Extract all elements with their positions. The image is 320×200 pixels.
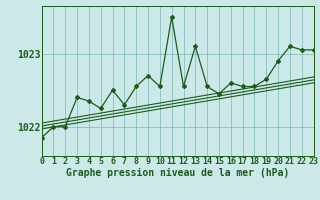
X-axis label: Graphe pression niveau de la mer (hPa): Graphe pression niveau de la mer (hPa): [66, 168, 289, 178]
